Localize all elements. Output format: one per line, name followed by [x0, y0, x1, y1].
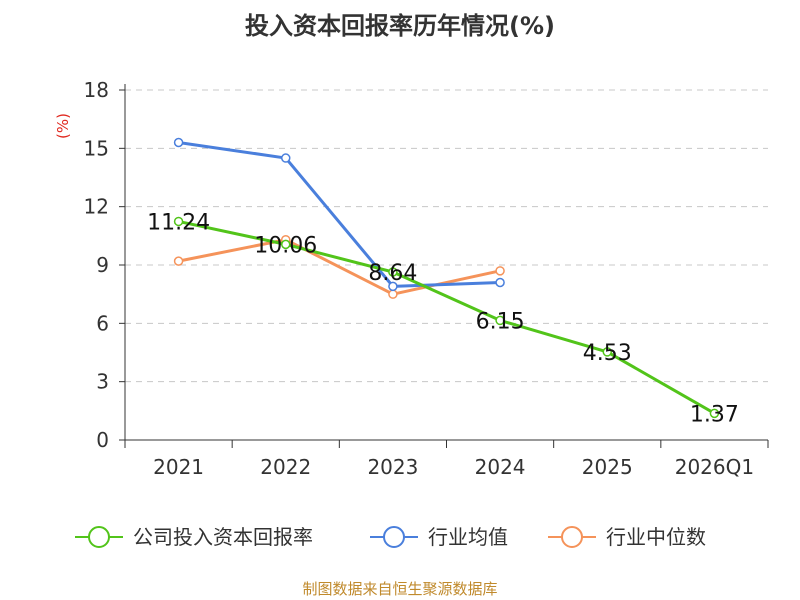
legend: 公司投入资本回报率 行业均值 行业中位数 [75, 525, 706, 549]
data-point [388, 289, 398, 299]
data-labels: 11.24 10.06 8.64 6.15 4.53 1.37 [147, 210, 739, 427]
data-point [281, 239, 291, 250]
data-point [173, 256, 184, 266]
y-tick-label: 15 [84, 136, 109, 160]
legend-label: 行业均值 [428, 525, 508, 549]
data-point [173, 137, 184, 148]
series-line-1 [178, 141, 501, 288]
data-label: 4.53 [583, 341, 632, 366]
source-note: 制图数据来自恒生聚源数据库 [302, 580, 498, 598]
legend-label: 行业中位数 [606, 525, 706, 549]
y-tick-label: 3 [96, 370, 109, 394]
data-point [388, 281, 398, 292]
x-tick-label: 2025 [582, 455, 633, 479]
x-tick-label: 2021 [153, 455, 204, 479]
data-label: 8.64 [368, 261, 417, 286]
data-point [602, 347, 612, 357]
series-line-0 [178, 219, 716, 415]
x-tick-label: 2023 [367, 455, 418, 479]
data-point [495, 277, 505, 288]
legend-marker [383, 526, 405, 548]
y-tick-label: 0 [96, 428, 109, 452]
legend-marker [88, 526, 110, 548]
grid-lines [125, 89, 768, 383]
data-label: 1.37 [690, 402, 739, 427]
data-point [495, 266, 505, 276]
data-label: 11.24 [147, 210, 210, 235]
y-ticks: 0 3 6 9 12 15 18 [84, 78, 125, 452]
chart-title: 投入资本回报率历年情况(%) [245, 12, 555, 40]
y-axis-label: (%) [54, 113, 72, 139]
legend-marker [561, 526, 583, 548]
data-point [281, 153, 291, 163]
x-tick-label: 2024 [475, 455, 526, 479]
axes [124, 84, 768, 441]
legend-label: 公司投入资本回报率 [133, 525, 313, 549]
series-line-2 [178, 238, 501, 296]
data-label: 6.15 [476, 309, 525, 334]
data-label: 10.06 [254, 233, 317, 258]
series-lines [178, 141, 716, 415]
data-point [173, 216, 184, 227]
series-points [173, 137, 720, 419]
y-tick-label: 12 [84, 195, 109, 219]
y-tick-label: 9 [96, 253, 109, 277]
data-point [495, 315, 505, 326]
y-tick-label: 6 [96, 311, 109, 335]
data-point [388, 267, 398, 277]
y-tick-label: 18 [84, 78, 109, 102]
x-tick-label: 2022 [260, 455, 311, 479]
x-ticks: 2021 2022 2023 2024 2025 2026Q1 [124, 440, 769, 479]
data-point [709, 408, 720, 419]
x-tick-label: 2026Q1 [675, 455, 754, 479]
